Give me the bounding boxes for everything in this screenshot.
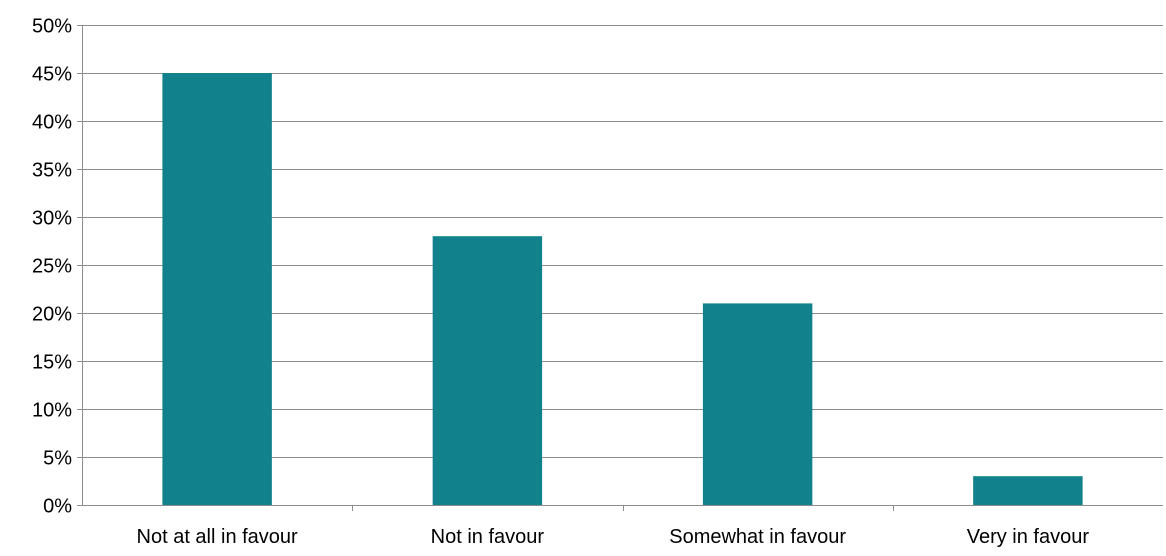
- bar-not-in-favour: [432, 236, 543, 505]
- bars: [162, 73, 1083, 505]
- y-tick-label: 45%: [32, 64, 72, 86]
- y-tick-label: 40%: [32, 112, 72, 134]
- y-tick-label: 10%: [32, 400, 72, 422]
- y-tick-label: 30%: [32, 208, 72, 230]
- x-tick-labels: Not at all in favour Not in favour Somewha…: [137, 526, 1090, 548]
- y-tick-labels: 0% 5% 10% 15% 20% 25% 30% 35% 40% 45% 50%: [32, 16, 72, 518]
- y-tick-label: 5%: [43, 448, 72, 470]
- bar-not-at-all-in-favour: [162, 73, 272, 505]
- bar-very-in-favour: [973, 476, 1083, 505]
- x-tick-label: Not in favour: [431, 526, 545, 548]
- x-tick-label: Very in favour: [967, 526, 1090, 548]
- y-tick-label: 25%: [32, 256, 72, 278]
- y-tick-label: 15%: [32, 352, 72, 374]
- y-tick-label: 35%: [32, 160, 72, 182]
- axes: [77, 25, 1163, 511]
- y-tick-label: 0%: [43, 496, 72, 518]
- x-tick-label: Not at all in favour: [137, 526, 299, 548]
- y-tick-label: 50%: [32, 16, 72, 38]
- y-tick-label: 20%: [32, 304, 72, 326]
- x-tick-label: Somewhat in favour: [669, 526, 846, 548]
- bar-somewhat-in-favour: [702, 303, 813, 505]
